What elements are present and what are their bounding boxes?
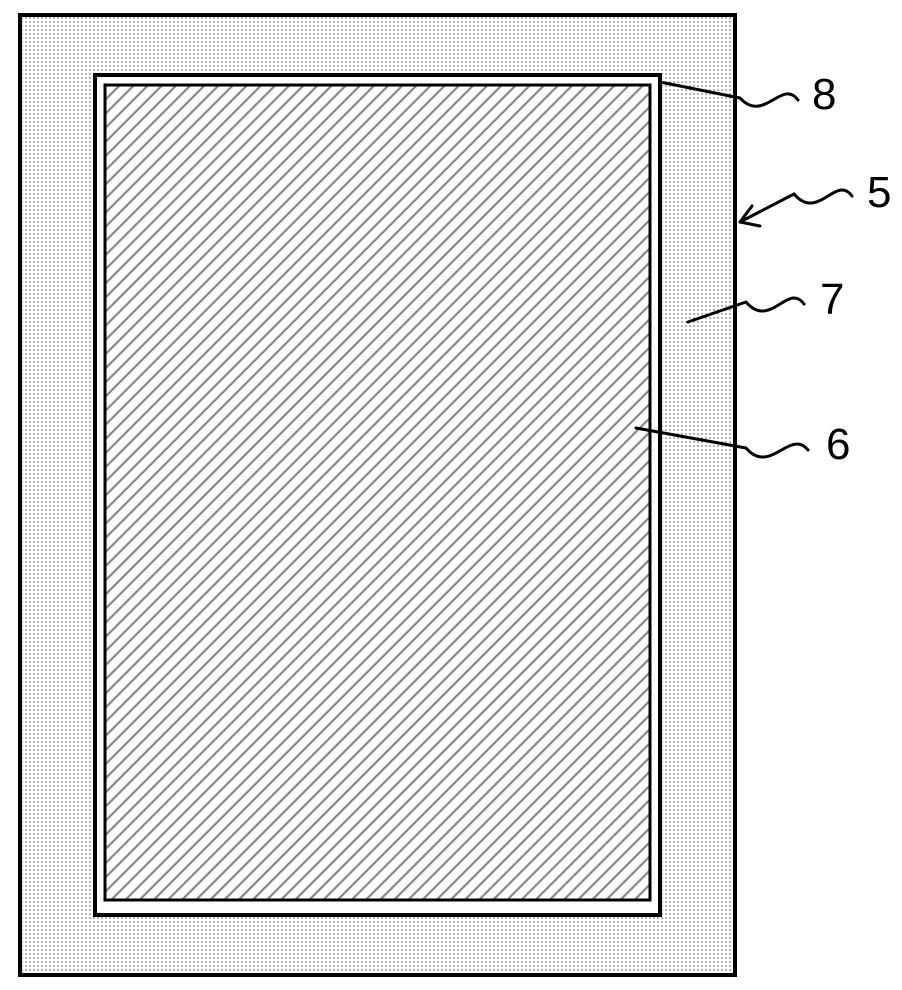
middle-ring (95, 75, 660, 915)
label-8: 8 (812, 70, 836, 120)
label-5: 5 (867, 168, 891, 218)
outer-panel (20, 15, 735, 975)
leader-5-arrow (740, 194, 794, 226)
label-6: 6 (826, 420, 850, 470)
leader-6 (636, 428, 808, 457)
leader-5-squiggle (794, 190, 852, 203)
label-7: 7 (820, 275, 844, 325)
leader-8 (660, 82, 798, 106)
diagram-svg (0, 0, 902, 990)
figure-stage: 8 5 7 6 (0, 0, 902, 990)
leader-7 (688, 298, 804, 322)
inner-panel (105, 85, 650, 900)
